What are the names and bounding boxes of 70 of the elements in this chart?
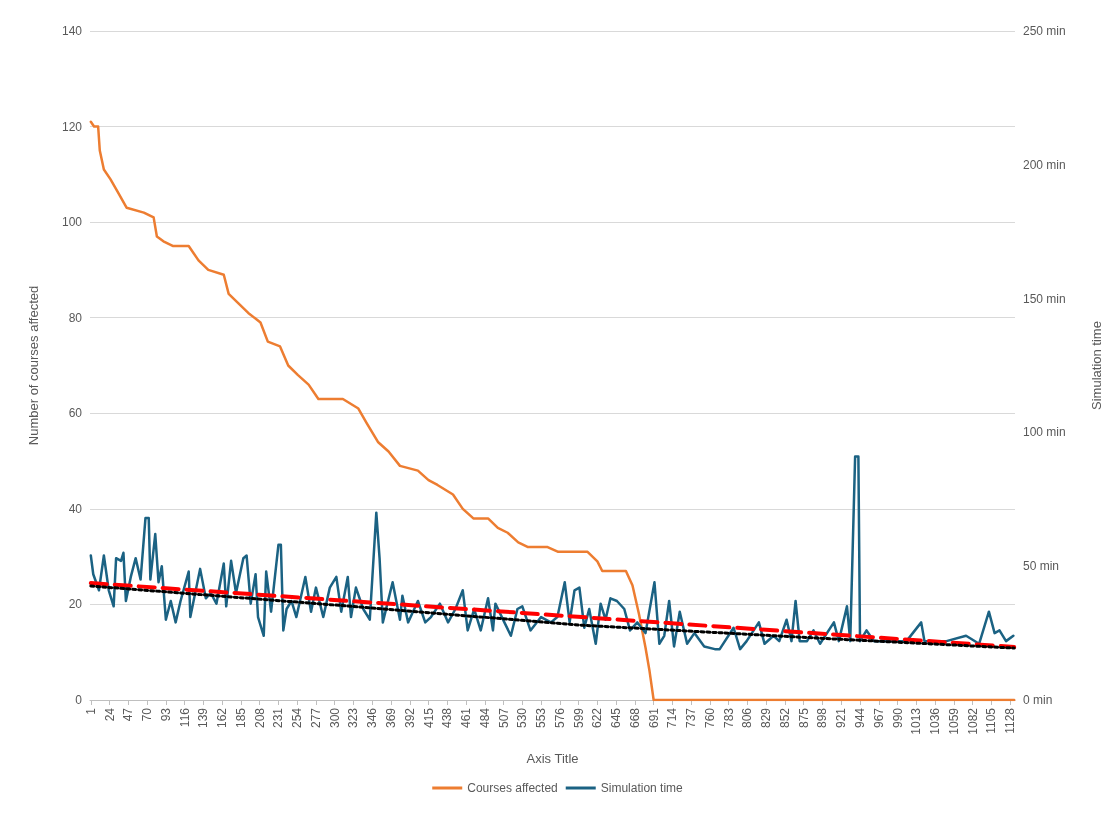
legend-label: Courses affected <box>467 781 558 795</box>
y-tick-label: 40 <box>68 501 83 516</box>
y-tick-label: 140 <box>61 24 83 38</box>
x-tick-label: 990 <box>890 707 905 729</box>
x-tick-label: 438 <box>440 707 455 729</box>
x-tick-label: 714 <box>665 707 680 729</box>
x-tick-label: 944 <box>853 707 868 729</box>
y2-tick-label: 0 min <box>1023 693 1053 707</box>
x-tick-label: 1013 <box>909 707 924 735</box>
x-tick-label: 369 <box>383 707 398 729</box>
x-tick-label: 1082 <box>965 707 980 735</box>
x-tick-label: 760 <box>702 707 717 729</box>
x-tick-label: 668 <box>627 707 642 729</box>
x-tick-label: 852 <box>777 707 792 729</box>
x-tick-label: 70 <box>140 707 155 722</box>
x-tick-label: 1105 <box>984 707 999 734</box>
x-tick-label: 599 <box>571 707 586 729</box>
x-tick-label: 806 <box>740 707 755 729</box>
x-tick-label: 829 <box>759 707 774 729</box>
x-tick-label: 875 <box>796 707 811 729</box>
x-tick-label: 484 <box>477 707 492 729</box>
x-tick-label: 93 <box>158 707 173 722</box>
y2-axis-title: Simulation time <box>1089 321 1104 410</box>
x-axis-title: Axis Title <box>526 751 579 766</box>
x-tick-label: 254 <box>290 707 305 729</box>
y-tick-label: 80 <box>68 310 83 325</box>
x-tick-label: 162 <box>215 707 230 729</box>
x-tick-label: 47 <box>121 707 136 722</box>
x-tick-label: 737 <box>684 707 699 729</box>
y2-tick-label: 250 min <box>1023 24 1066 38</box>
x-tick-label: 530 <box>515 707 530 729</box>
x-tick-label: 783 <box>721 707 736 729</box>
x-tick-label: 300 <box>327 707 342 729</box>
x-tick-label: 691 <box>646 707 661 729</box>
x-tick-label: 139 <box>196 707 211 729</box>
x-tick-label: 277 <box>308 707 323 729</box>
x-tick-label: 116 <box>177 707 192 728</box>
y-axis-title: Number of courses affected <box>26 285 41 446</box>
legend-label: Simulation time <box>600 781 684 795</box>
x-tick-label: 1 <box>83 707 98 715</box>
x-tick-label: 967 <box>871 707 886 729</box>
x-tick-label: 1128 <box>1003 707 1018 734</box>
y2-tick-label: 200 min <box>1023 157 1066 172</box>
y-tick-label: 0 <box>75 693 83 707</box>
y2-tick-label: 150 min <box>1023 291 1066 306</box>
y2-tick-label: 100 min <box>1023 425 1066 440</box>
x-tick-label: 1059 <box>946 707 961 735</box>
y-tick-label: 120 <box>61 119 83 134</box>
x-tick-label: 185 <box>233 707 248 729</box>
y-tick-label: 20 <box>68 597 83 612</box>
x-tick-label: 231 <box>271 707 286 729</box>
y-tick-label: 100 <box>61 215 83 230</box>
x-tick-label: 507 <box>496 707 511 729</box>
x-tick-label: 1036 <box>928 707 943 735</box>
x-tick-label: 921 <box>834 707 849 729</box>
y-tick-label: 60 <box>68 406 83 421</box>
line-series <box>89 120 1016 702</box>
x-tick-label: 576 <box>552 707 567 729</box>
x-tick-label: 898 <box>815 707 830 729</box>
y2-tick-label: 50 min <box>1023 559 1060 574</box>
x-tick-label: 323 <box>346 707 361 729</box>
x-tick-label: 346 <box>365 707 380 729</box>
x-tick-label: 392 <box>402 707 417 729</box>
x-tick-label: 645 <box>609 707 624 729</box>
x-tick-label: 622 <box>590 707 605 729</box>
x-tick-label: 24 <box>102 707 117 722</box>
x-tick-label: 553 <box>534 707 549 729</box>
x-tick-label: 461 <box>459 707 474 729</box>
x-tick-label: 208 <box>252 707 267 729</box>
x-tick-label: 415 <box>421 707 436 729</box>
